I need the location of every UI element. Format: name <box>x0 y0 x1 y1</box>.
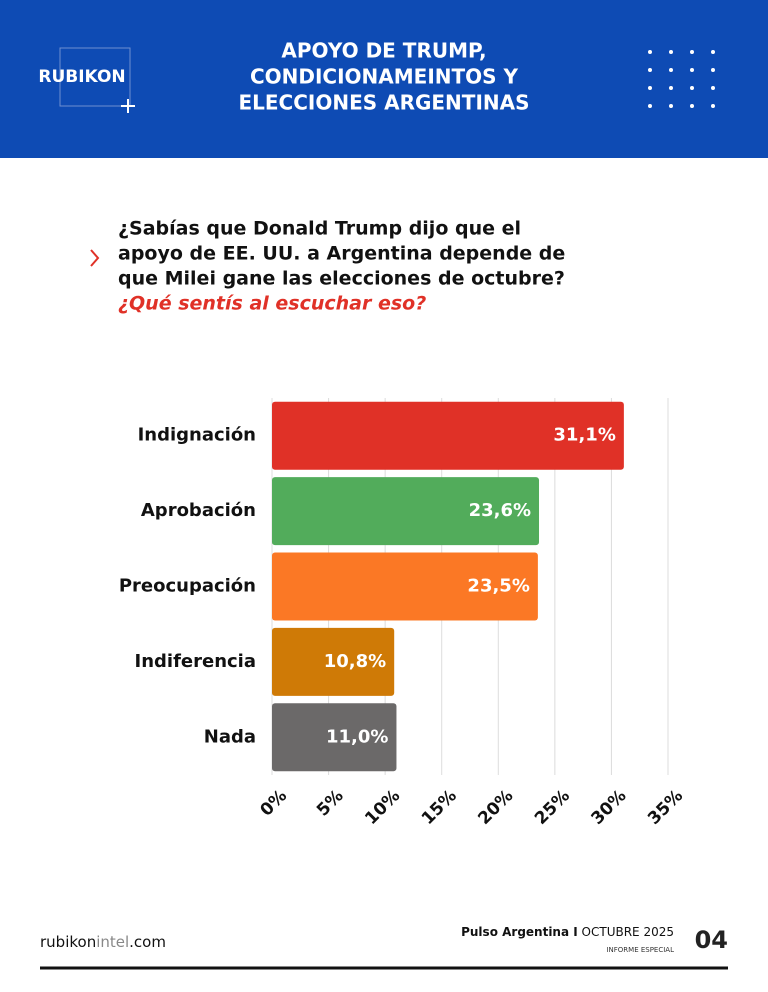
x-tick-label: 15% <box>418 786 461 829</box>
dot <box>648 50 652 54</box>
date: OCTUBRE 2025 <box>582 925 674 939</box>
bar <box>272 627 395 696</box>
question-line: que Milei gane las elecciones de octubre… <box>118 268 565 290</box>
publication: Pulso Argentina I OCTUBRE 2025 <box>461 925 674 939</box>
value-label: 11,0% <box>326 726 388 747</box>
header-title: ELECCIONES ARGENTINAS <box>238 91 529 115</box>
y-tick-label: Preocupación <box>119 576 256 597</box>
chevron <box>90 249 100 267</box>
bar <box>272 552 538 621</box>
publication-name: Pulso Argentina I <box>461 925 578 939</box>
dot <box>648 104 652 108</box>
dot <box>711 50 715 54</box>
x-tick-label: 10% <box>361 786 404 829</box>
value-label: 23,5% <box>467 576 529 597</box>
dot-grid <box>648 50 715 108</box>
header-title: APOYO DE TRUMP, <box>281 39 486 63</box>
dot <box>690 50 694 54</box>
logo-box <box>59 47 131 107</box>
dot <box>669 104 673 108</box>
bar <box>272 401 624 470</box>
dot <box>711 86 715 90</box>
dot <box>711 104 715 108</box>
dot <box>690 68 694 72</box>
x-tick-label: 35% <box>644 786 687 829</box>
question-highlight: ¿Qué sentís al escuchar eso? <box>118 293 426 315</box>
site-part: .com <box>129 933 166 951</box>
y-tick-label: Nada <box>204 726 256 747</box>
site: rubikonintel.com <box>40 933 166 951</box>
header-title: CONDICIONAMEINTOS Y <box>250 65 519 89</box>
dot <box>669 86 673 90</box>
logo-plus <box>121 99 135 113</box>
x-tick-label: 25% <box>531 786 574 829</box>
dot <box>648 86 652 90</box>
value-label: 31,1% <box>553 425 615 446</box>
y-tick-label: Indignación <box>138 425 256 446</box>
dot <box>669 50 673 54</box>
header-band <box>0 0 768 158</box>
dot <box>690 86 694 90</box>
section: INFORME ESPECIAL <box>606 946 674 954</box>
page-number: 04 <box>695 926 728 954</box>
x-tick-label: 0% <box>257 786 292 821</box>
y-tick-label: Indiferencia <box>135 651 257 672</box>
site-part: intel <box>96 933 129 951</box>
question-line: ¿Sabías que Donald Trump dijo que el <box>118 218 521 240</box>
bar <box>272 477 540 546</box>
dot <box>648 68 652 72</box>
site-part: rubikon <box>40 933 96 951</box>
dot <box>690 104 694 108</box>
logo: RUBIKON <box>38 67 125 87</box>
value-label: 10,8% <box>324 651 386 672</box>
y-tick-label: Aprobación <box>141 500 256 521</box>
value-label: 23,6% <box>469 500 531 521</box>
bar <box>272 703 397 772</box>
dot <box>669 68 673 72</box>
x-tick-label: 30% <box>588 786 631 829</box>
x-tick-label: 20% <box>474 786 517 829</box>
question-line: apoyo de EE. UU. a Argentina depende de <box>118 243 565 265</box>
x-tick-label: 5% <box>313 786 348 821</box>
dot <box>711 68 715 72</box>
